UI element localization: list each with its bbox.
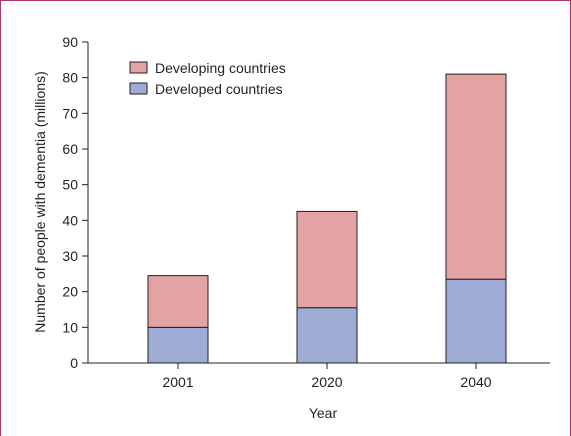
bar-developing-countries-2040 — [445, 73, 507, 280]
x-tick-label-2040: 2040 — [460, 374, 491, 390]
x-tick-label-2020: 2020 — [311, 374, 342, 390]
x-axis-label: Year — [309, 405, 338, 421]
y-tick-label-80: 80 — [62, 70, 78, 86]
bars-group — [147, 73, 507, 364]
y-tick-label-20: 20 — [62, 284, 78, 300]
y-tick-label-50: 50 — [62, 177, 78, 193]
bar-developed-countries-2001 — [147, 326, 209, 364]
axes-group: 0 10 20 30 40 50 60 70 80 90 2001 2020 2040 — [62, 34, 550, 390]
bar-developed-countries-2020 — [296, 307, 358, 364]
x-tick-label-2001: 2001 — [162, 374, 193, 390]
legend: Developing countries Developed countries — [129, 60, 286, 97]
bar-developed-countries-2040 — [445, 278, 507, 364]
y-tick-label-90: 90 — [62, 34, 78, 50]
legend-swatch-developed-countries — [129, 82, 148, 95]
y-tick-label-60: 60 — [62, 141, 78, 157]
legend-label-developing-countries: Developing countries — [155, 60, 286, 76]
y-tick-label-30: 30 — [62, 248, 78, 264]
y-tick-label-0: 0 — [70, 355, 78, 371]
bar-developing-countries-2020 — [296, 210, 358, 309]
y-axis-label: Number of people with dementia (millions… — [32, 71, 48, 332]
y-tick-label-10: 10 — [62, 319, 78, 335]
y-tick-label-40: 40 — [62, 212, 78, 228]
bar-developing-countries-2001 — [147, 275, 209, 328]
y-tick-label-70: 70 — [62, 105, 78, 121]
legend-swatch-developing-countries — [129, 61, 148, 74]
legend-label-developed-countries: Developed countries — [155, 81, 283, 97]
